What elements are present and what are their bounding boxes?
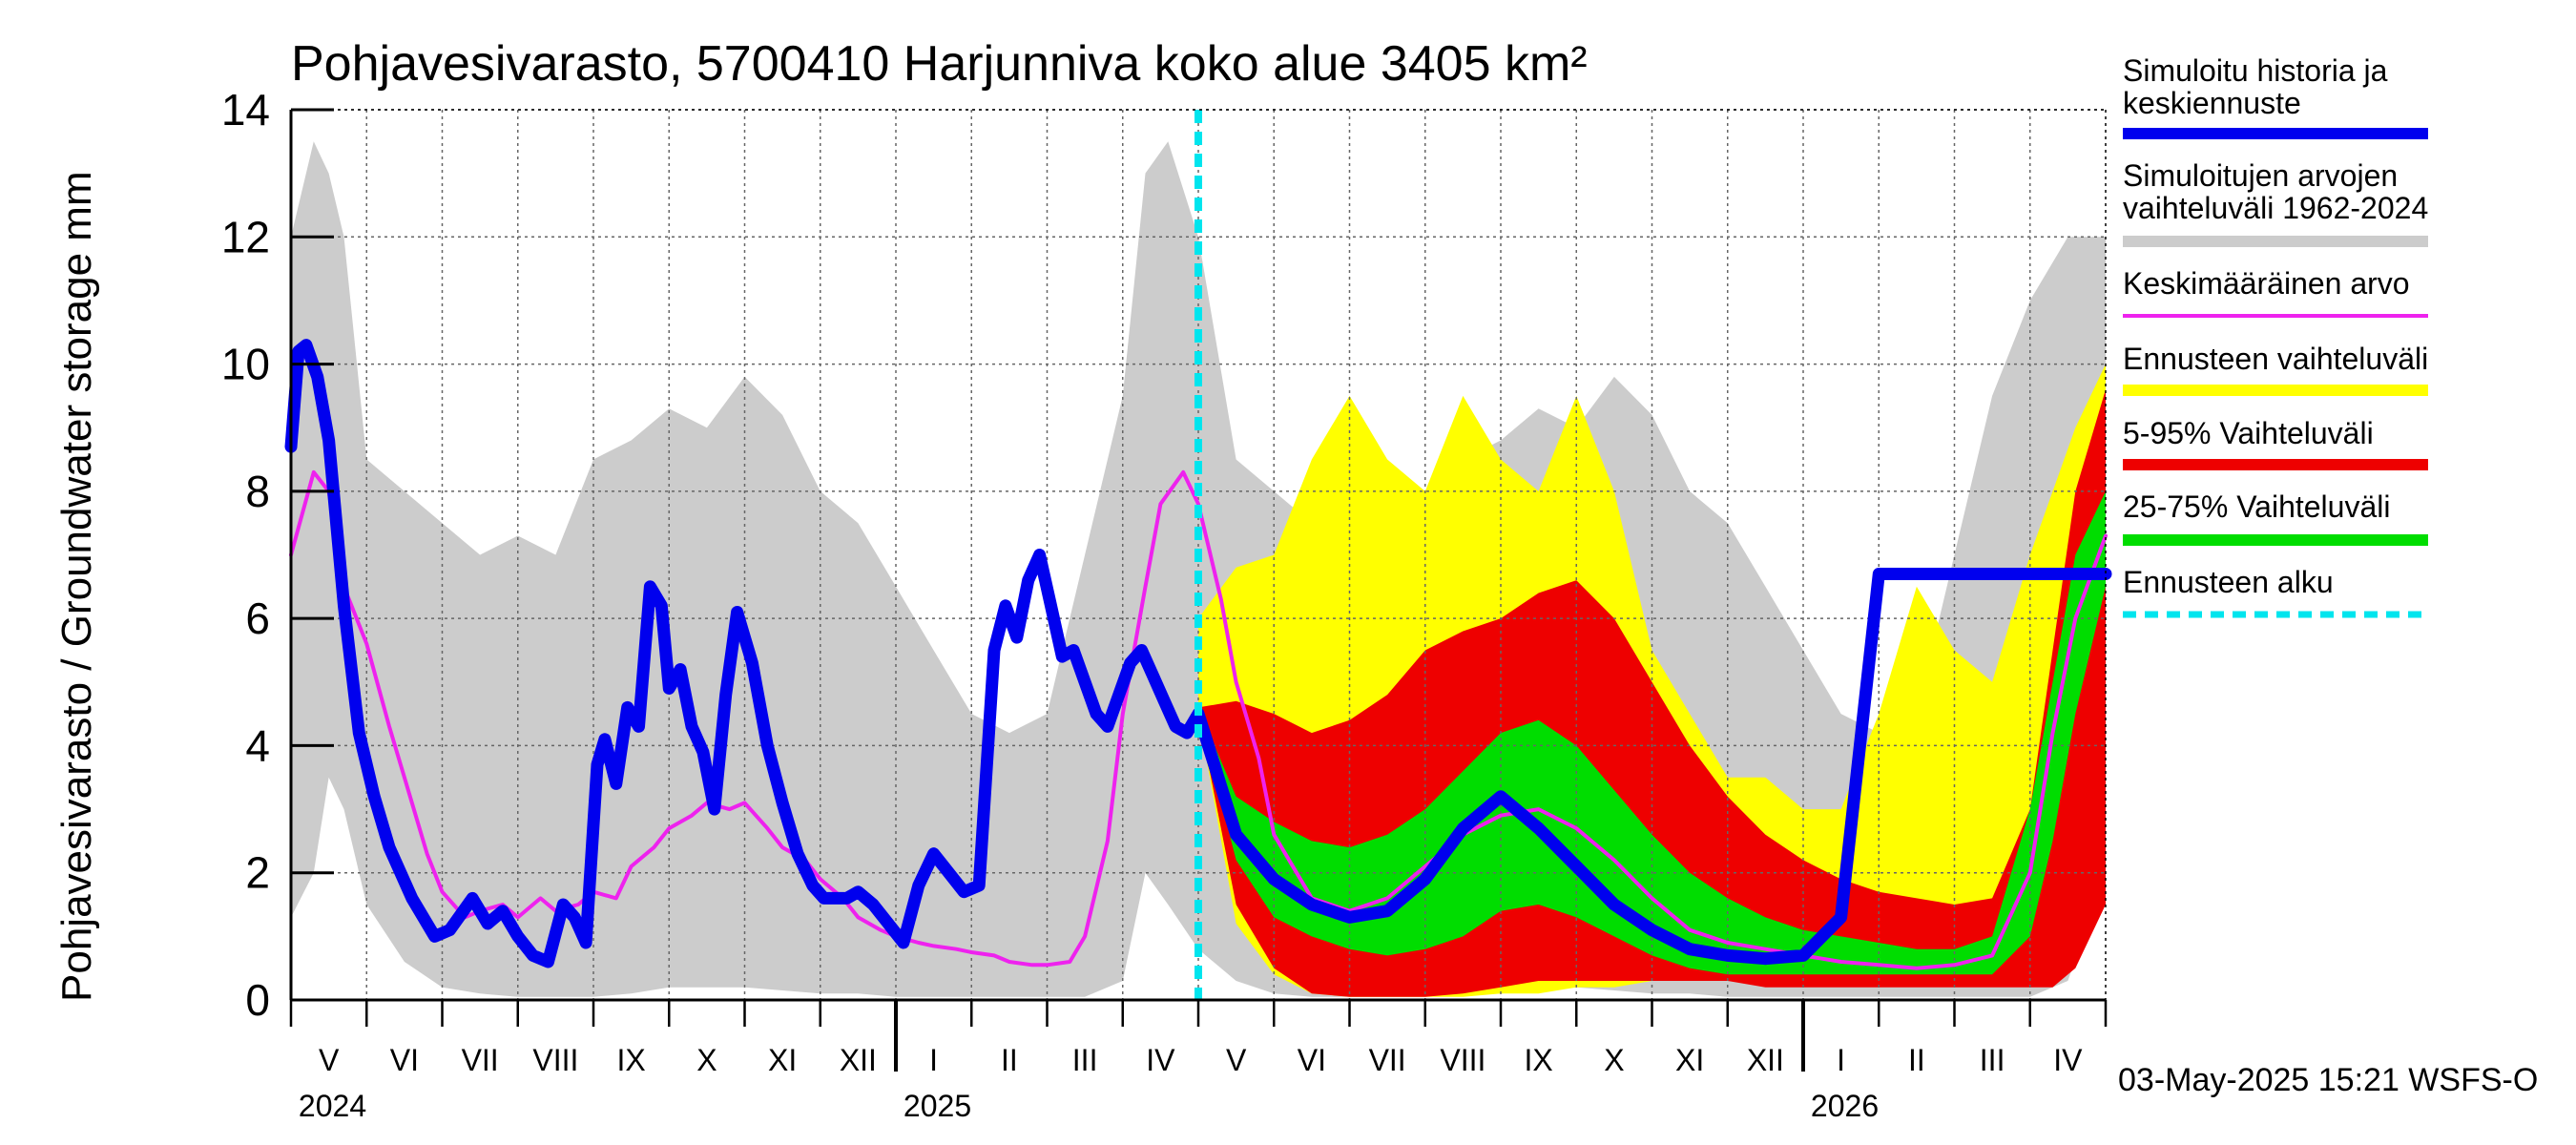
x-month-label: X xyxy=(1604,1043,1624,1077)
legend-label-history-line2: keskiennuste xyxy=(2123,86,2301,120)
x-month-label: V xyxy=(319,1043,340,1077)
x-month-label: II xyxy=(1908,1043,1925,1077)
x-month-label: V xyxy=(1226,1043,1247,1077)
x-month-label: IV xyxy=(1146,1043,1175,1077)
legend-label-5-95: 5-95% Vaihteluväli xyxy=(2123,416,2374,450)
y-tick-label: 4 xyxy=(245,720,270,770)
legend-label-history-line1: Simuloitu historia ja xyxy=(2123,53,2388,88)
x-month-label: VI xyxy=(1298,1043,1326,1077)
x-month-label: III xyxy=(1980,1043,2005,1077)
y-tick-label: 6 xyxy=(245,593,270,643)
y-axis-label: Pohjavesivarasto / Groundwater storage m… xyxy=(53,171,100,1002)
x-year-label: 2025 xyxy=(904,1089,971,1123)
x-month-label: III xyxy=(1072,1043,1098,1077)
x-month-label: VII xyxy=(1369,1043,1406,1077)
chart-title: Pohjavesivarasto, 5700410 Harjunniva kok… xyxy=(291,36,1588,92)
x-month-label: I xyxy=(1837,1043,1845,1077)
legend-label-mean: Keskimääräinen arvo xyxy=(2123,266,2410,301)
x-month-label: IX xyxy=(617,1043,646,1077)
legend-label-forecast-start: Ennusteen alku xyxy=(2123,565,2334,599)
y-tick-label: 2 xyxy=(245,848,270,898)
x-year-label: 2026 xyxy=(1811,1089,1879,1123)
legend-label-forecast-range: Ennusteen vaihteluväli xyxy=(2123,342,2428,376)
y-tick-label: 14 xyxy=(221,85,270,135)
x-month-label: VII xyxy=(462,1043,499,1077)
x-month-label: VIII xyxy=(532,1043,578,1077)
legend-label-range-line1: Simuloitujen arvojen xyxy=(2123,158,2398,193)
x-month-label: I xyxy=(929,1043,938,1077)
y-tick-label: 8 xyxy=(245,467,270,516)
legend-label-25-75: 25-75% Vaihteluväli xyxy=(2123,489,2390,524)
x-month-label: XII xyxy=(840,1043,877,1077)
x-month-label: IV xyxy=(2053,1043,2083,1077)
x-year-label: 2024 xyxy=(299,1089,366,1123)
x-month-label: XI xyxy=(1675,1043,1704,1077)
x-month-label: VIII xyxy=(1440,1043,1485,1077)
legend-label-range-line2: vaihteluväli 1962-2024 xyxy=(2123,191,2428,225)
lines-layer xyxy=(284,110,2112,1000)
y-tick-label: 12 xyxy=(221,212,270,261)
footer-timestamp: 03-May-2025 15:21 WSFS-O xyxy=(2118,1062,2538,1098)
x-month-label: II xyxy=(1001,1043,1018,1077)
legend: Simuloitu historia ja keskiennuste Simul… xyxy=(2123,53,2428,618)
y-tick-label: 10 xyxy=(221,340,270,389)
series-mean-line xyxy=(289,469,2108,970)
x-month-label: X xyxy=(696,1043,717,1077)
x-month-label: XII xyxy=(1747,1043,1784,1077)
x-month-label: VI xyxy=(390,1043,419,1077)
x-month-label: IX xyxy=(1525,1043,1553,1077)
x-month-label: XI xyxy=(768,1043,797,1077)
series-history-line xyxy=(284,339,2112,968)
y-tick-label: 0 xyxy=(245,975,270,1025)
